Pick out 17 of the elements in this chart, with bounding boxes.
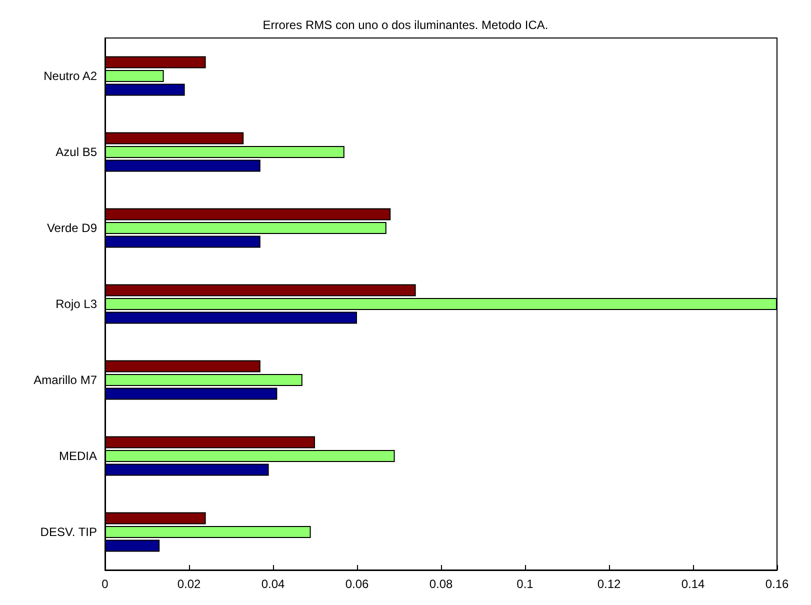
- x-tick-label: 0.02: [177, 577, 201, 591]
- x-tick-label: 0: [102, 577, 109, 591]
- x-tick-label: 0.12: [597, 577, 621, 591]
- y-tick-label: Azul B5: [56, 145, 98, 159]
- x-tick-label: 0.16: [765, 577, 789, 591]
- y-tick-label: Rojo L3: [56, 297, 98, 311]
- y-tick-label: MEDIA: [58, 449, 97, 463]
- chart-title: Errores RMS con uno o dos iluminantes. Metodo ICA.: [262, 18, 548, 32]
- y-tick-label: Verde D9: [46, 221, 98, 235]
- y-tick-label: Neutro A2: [44, 69, 98, 83]
- x-tick-label: 0.06: [345, 577, 369, 591]
- x-tick-label: 0.1: [516, 577, 534, 591]
- x-tick-label: 0.04: [261, 577, 285, 591]
- x-tick-label: 0.08: [429, 577, 453, 591]
- y-tick-label: Amarillo M7: [34, 373, 98, 387]
- y-tick-label: DESV. TIP: [40, 525, 97, 539]
- x-tick-label: 0.14: [681, 577, 705, 591]
